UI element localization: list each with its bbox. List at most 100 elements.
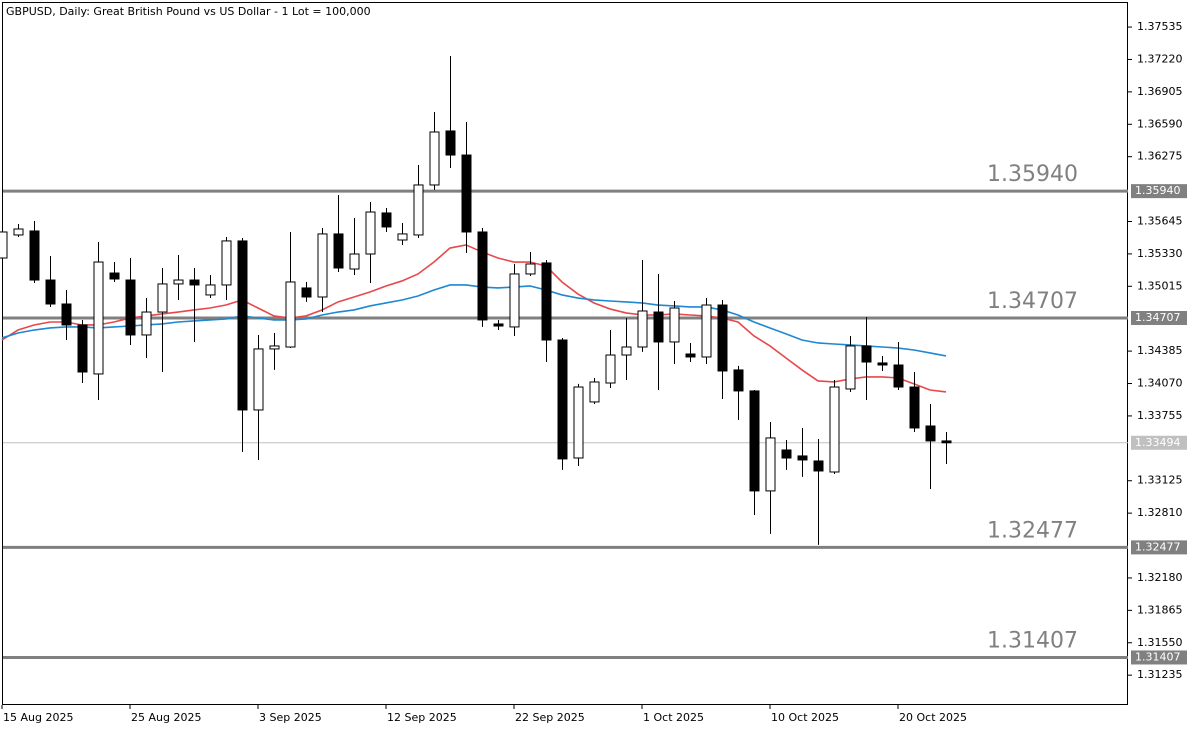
candle-body (13, 228, 24, 236)
candle-body (749, 390, 760, 492)
candle-body (509, 273, 520, 328)
candle-body (813, 460, 824, 472)
candle-body (573, 386, 584, 459)
level-tag (1131, 184, 1187, 199)
level-label: 1.35940 (987, 162, 1078, 187)
y-tick-label: 1.31235 (1137, 668, 1183, 681)
candle-body (925, 425, 936, 442)
x-tick-label: 15 Aug 2025 (3, 711, 73, 724)
candle-body (541, 262, 552, 341)
candle-body (109, 272, 120, 280)
candle-body (493, 323, 504, 327)
y-tick-label: 1.33755 (1137, 409, 1183, 422)
candle-body (205, 284, 216, 296)
candle-body (381, 212, 392, 228)
y-tick-label: 1.35645 (1137, 214, 1183, 227)
candle-body (781, 449, 792, 459)
level-tag-label: 1.34707 (1135, 311, 1181, 324)
moving-average (1, 244, 947, 393)
candle-body (605, 354, 616, 384)
candle-body (525, 263, 536, 275)
candle-body (77, 324, 88, 373)
candle-body (253, 348, 264, 411)
level-tag (1131, 650, 1187, 665)
candle-body (0, 231, 8, 259)
candle-body (653, 311, 664, 343)
y-tick-label: 1.37535 (1137, 20, 1183, 33)
candle-body (557, 339, 568, 460)
candle-body (173, 279, 184, 285)
candle-body (317, 233, 328, 298)
level-label: 1.34707 (987, 289, 1078, 314)
candle-body (733, 369, 744, 392)
y-tick-label: 1.34070 (1137, 377, 1183, 390)
candle-body (45, 279, 56, 305)
level-tag-label: 1.31407 (1135, 650, 1181, 663)
candle-body (29, 230, 40, 281)
candle-body (333, 233, 344, 269)
y-tick-label: 1.31865 (1137, 603, 1183, 616)
level-tag (1131, 540, 1187, 555)
candle-body (621, 346, 632, 356)
candle-body (717, 304, 728, 372)
candle-body (397, 233, 408, 241)
candle-body (429, 131, 440, 186)
moving-average (1, 284, 947, 357)
y-tick-label: 1.32810 (1137, 506, 1183, 519)
candle-body (445, 130, 456, 156)
candle-body (701, 304, 712, 358)
level-tag-label: 1.35940 (1135, 184, 1181, 197)
candle-body (669, 307, 680, 343)
y-tick-label: 1.36275 (1137, 150, 1183, 163)
level-label: 1.31407 (987, 628, 1078, 653)
candle-body (797, 455, 808, 461)
candle-body (285, 281, 296, 348)
candle-body (93, 261, 104, 375)
y-tick-label: 1.32180 (1137, 571, 1183, 584)
x-tick-label: 10 Oct 2025 (771, 711, 839, 724)
level-tag (1131, 310, 1187, 325)
candle-body (589, 381, 600, 403)
y-tick-label: 1.34385 (1137, 344, 1183, 357)
candle-body (877, 362, 888, 366)
candle-body (893, 364, 904, 388)
candle-body (301, 287, 312, 298)
y-tick-label: 1.31550 (1137, 636, 1183, 649)
candle-body (221, 240, 232, 286)
chart-title: GBPUSD, Daily: Great British Pound vs US… (6, 5, 371, 18)
y-tick-label: 1.35015 (1137, 279, 1183, 292)
y-tick-label: 1.35330 (1137, 247, 1183, 260)
y-tick-label: 1.36590 (1137, 117, 1183, 130)
candle-body (61, 303, 72, 326)
current-price-tag (1131, 435, 1187, 450)
candle-body (861, 345, 872, 363)
level-label: 1.32477 (987, 518, 1078, 543)
plot-frame (2, 2, 1128, 705)
y-tick-label: 1.37220 (1137, 52, 1183, 65)
y-tick-label: 1.33125 (1137, 474, 1183, 487)
y-tick-label: 1.36905 (1137, 85, 1183, 98)
candle-body (477, 231, 488, 321)
candle-body (189, 279, 200, 286)
x-tick-label: 25 Aug 2025 (131, 711, 201, 724)
candle-body (765, 437, 776, 492)
candle-body (125, 279, 136, 336)
candle-body (461, 154, 472, 233)
candle-body (237, 240, 248, 411)
candle-body (157, 283, 168, 313)
x-tick-label: 1 Oct 2025 (643, 711, 704, 724)
x-tick-label: 20 Oct 2025 (899, 711, 967, 724)
candle-body (845, 345, 856, 390)
x-tick-label: 12 Sep 2025 (387, 711, 457, 724)
candle-body (365, 211, 376, 255)
candle-body (829, 386, 840, 473)
candle-body (141, 311, 152, 336)
candle-body (349, 253, 360, 270)
candle-body (637, 310, 648, 348)
candle-body (941, 440, 952, 444)
level-tag-label: 1.32477 (1135, 540, 1181, 553)
x-tick-label: 22 Sep 2025 (515, 711, 585, 724)
x-tick-label: 3 Sep 2025 (259, 711, 322, 724)
